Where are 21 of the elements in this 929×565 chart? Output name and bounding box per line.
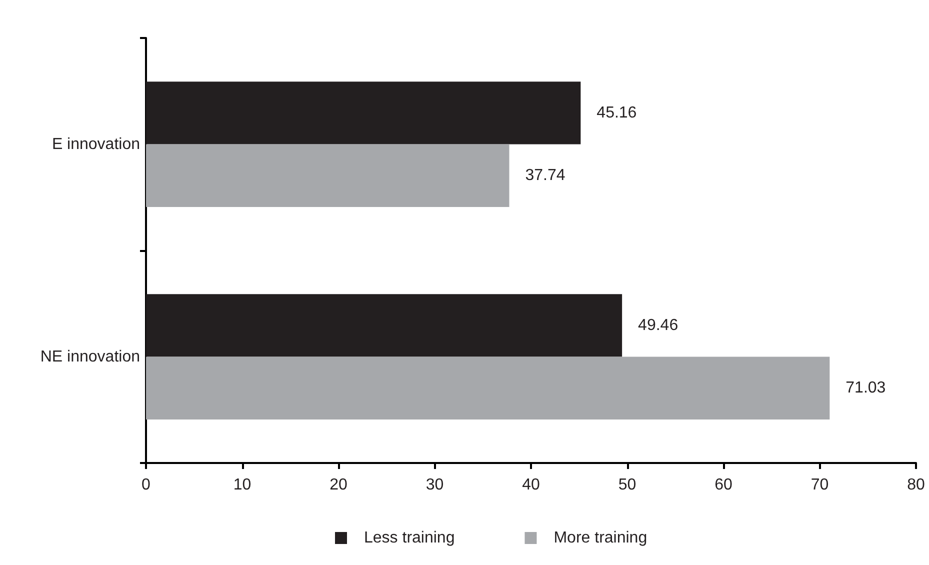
x-tick-label: 50: [618, 476, 636, 494]
x-tick-label: 40: [522, 476, 540, 494]
x-tick-label: 60: [714, 476, 732, 494]
legend-label: Less training: [364, 530, 455, 546]
x-tick-label: 80: [907, 476, 925, 494]
x-tick-label: 0: [142, 476, 151, 494]
x-tick-label: 10: [233, 476, 252, 494]
data-label: 49.46: [638, 316, 678, 334]
bar: [146, 294, 622, 357]
data-label: 71.03: [846, 380, 886, 397]
x-tick-label: 20: [330, 476, 348, 494]
bar: [146, 82, 581, 144]
bar: [146, 356, 830, 420]
data-label: 45.16: [596, 104, 637, 122]
x-tick-label: 30: [426, 476, 444, 494]
y-tick-label: NE innovation: [40, 348, 140, 366]
data-label: 37.74: [525, 167, 566, 184]
x-tick-label: 70: [810, 476, 829, 494]
legend-label: More training: [554, 530, 648, 546]
bar: [146, 144, 510, 207]
y-tick-label: E innovation: [52, 136, 140, 153]
